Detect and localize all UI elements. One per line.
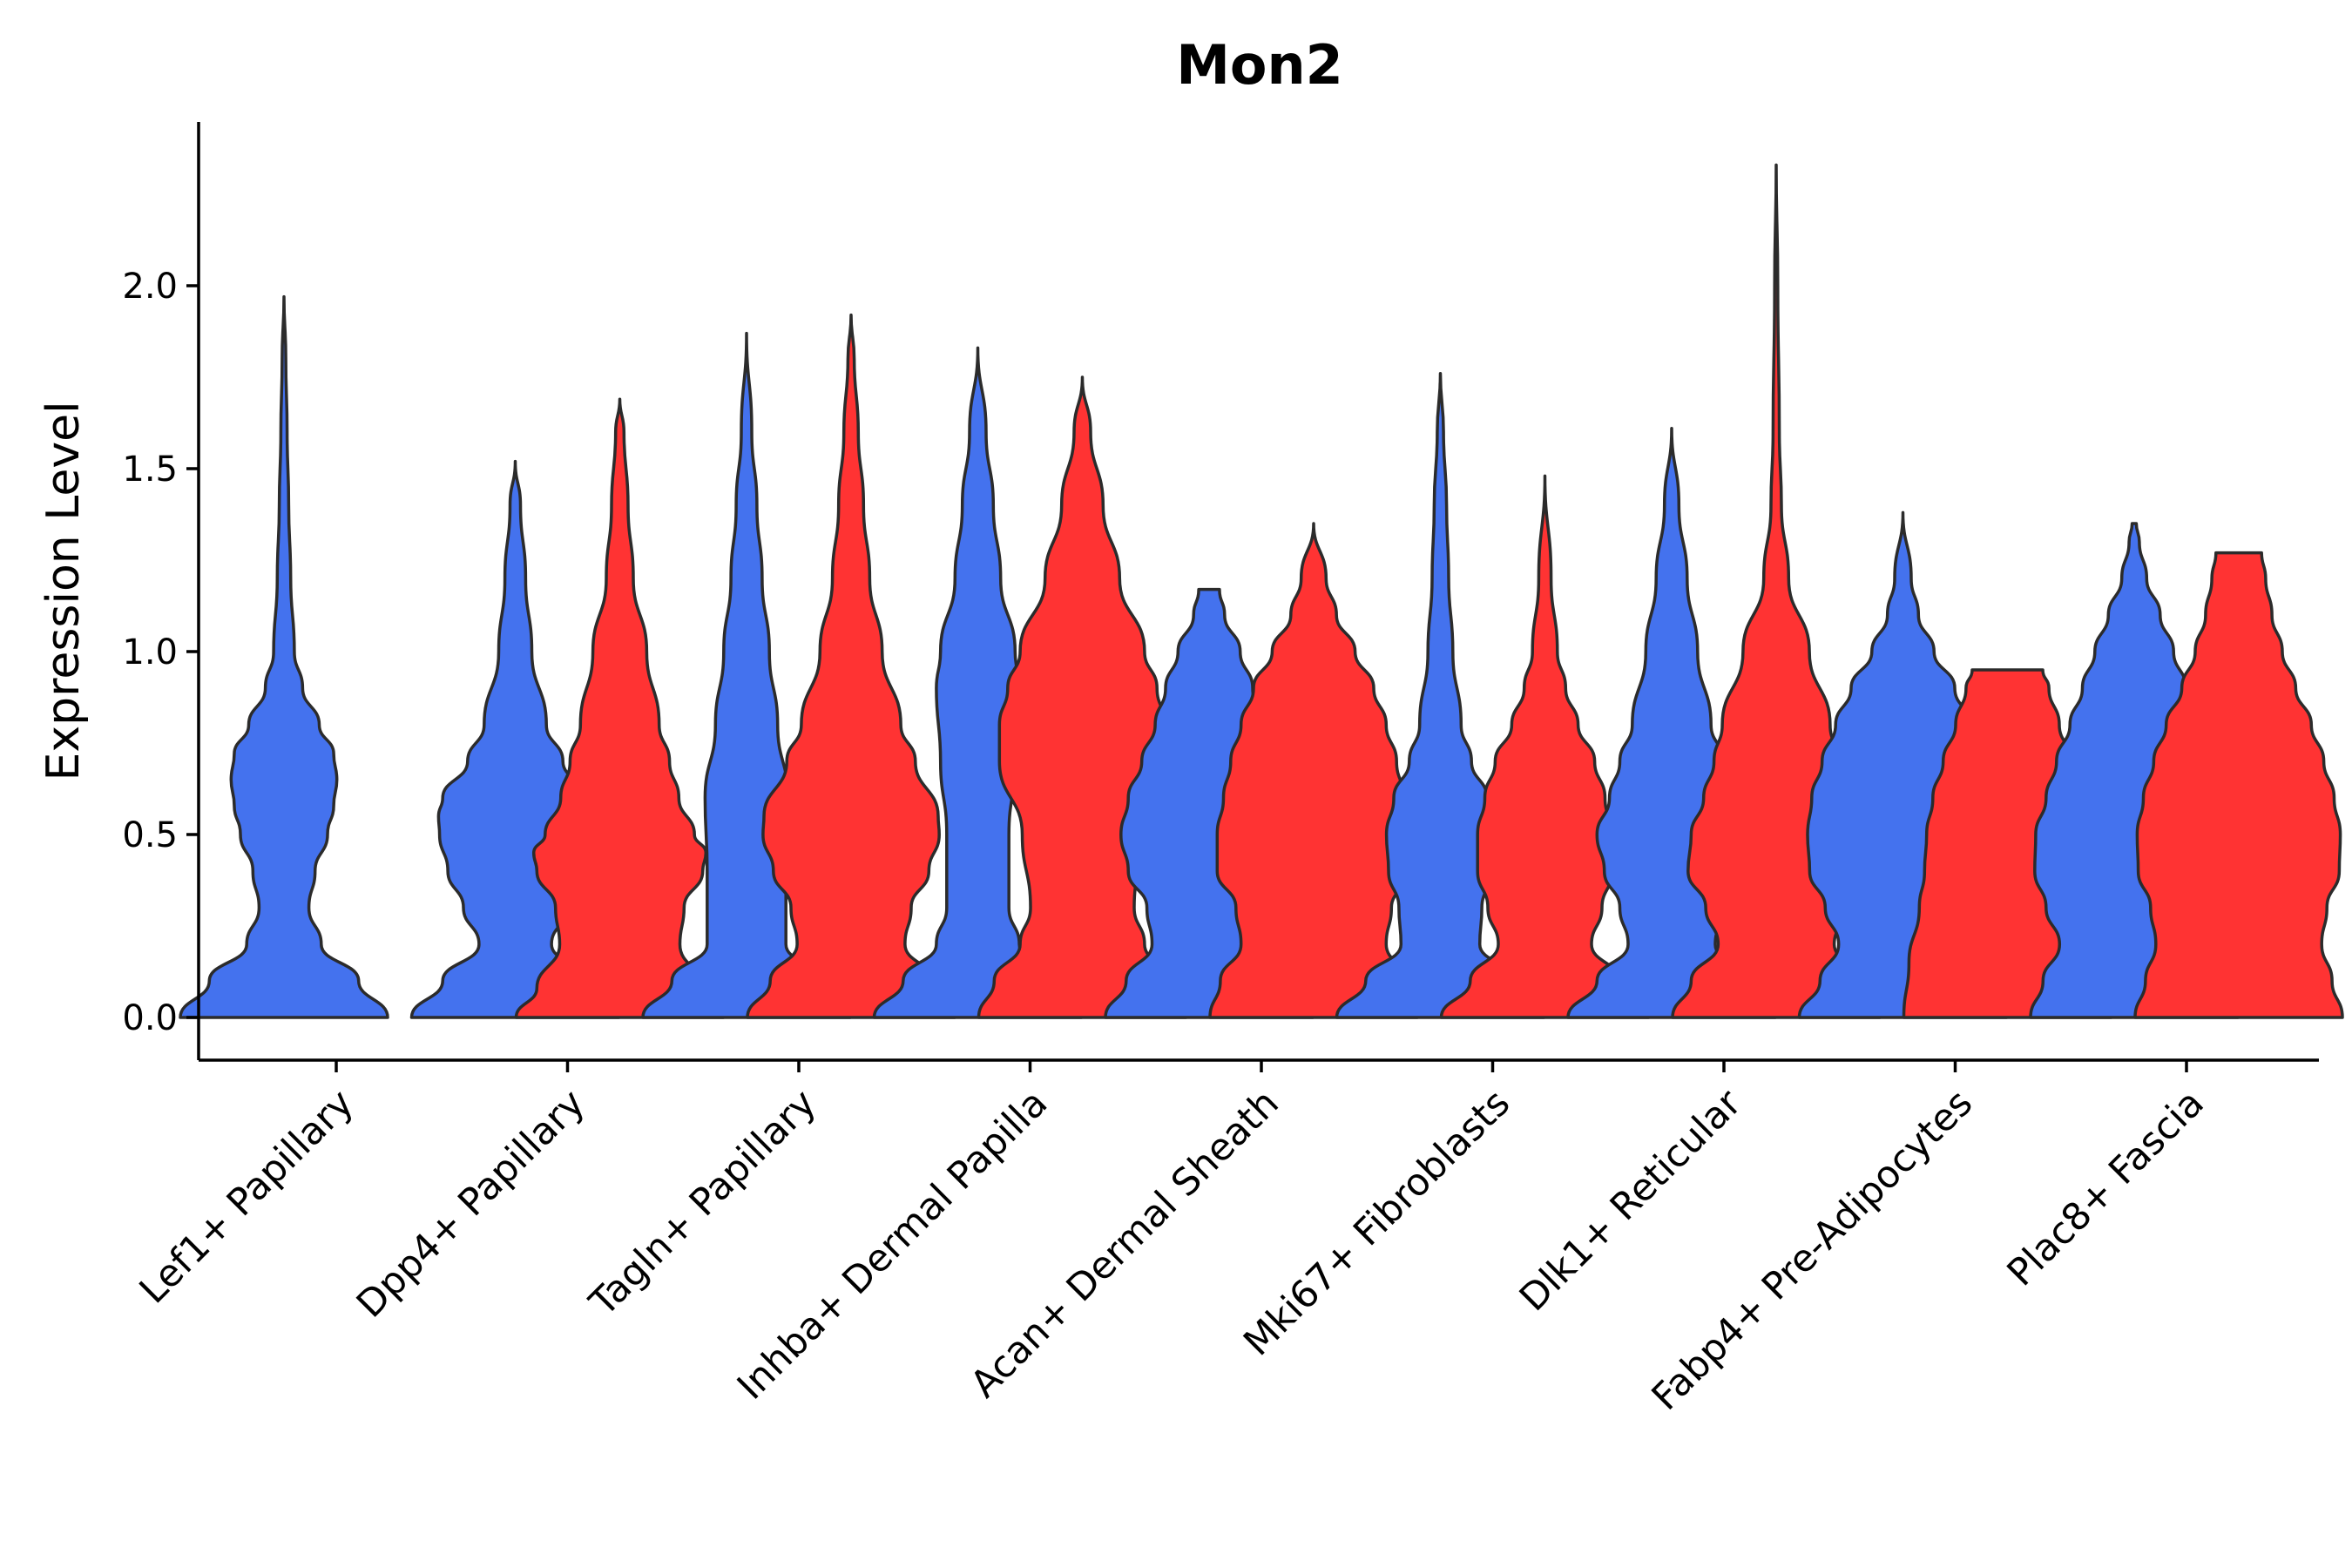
x-tick-label: Lef1+ Papillary — [132, 1081, 362, 1312]
x-tick-label: Dlk1+ Reticular — [1511, 1081, 1750, 1320]
violin-group2-4 — [1208, 522, 1419, 1019]
violin-group2-2 — [746, 313, 956, 1019]
x-tick-label: Tagln+ Papillary — [581, 1081, 825, 1325]
violin-group1-0 — [179, 294, 389, 1019]
violin-group1-3 — [872, 346, 1084, 1019]
x-tick-label: Dpp4+ Papillary — [348, 1081, 593, 1326]
violin-group — [179, 163, 2344, 1019]
x-tick-label: Mki67+ Fibroblasts — [1235, 1081, 1518, 1364]
y-tick-label: 2.0 — [122, 267, 178, 307]
x-tick-label: Plac8+ Fascia — [1999, 1081, 2213, 1294]
y-tick-label: 0.5 — [122, 815, 178, 855]
y-axis-label: Expression Level — [37, 401, 90, 781]
y-tick-label: 1.0 — [122, 632, 178, 672]
chart-title: Mon2 — [1176, 33, 1343, 97]
violin-group2-8 — [2133, 551, 2344, 1019]
y-axis-ticks: 0.0 0.5 1.0 1.5 2.0 — [122, 267, 199, 1038]
y-tick-label: 0.0 — [122, 998, 178, 1038]
y-tick-label: 1.5 — [122, 449, 178, 490]
